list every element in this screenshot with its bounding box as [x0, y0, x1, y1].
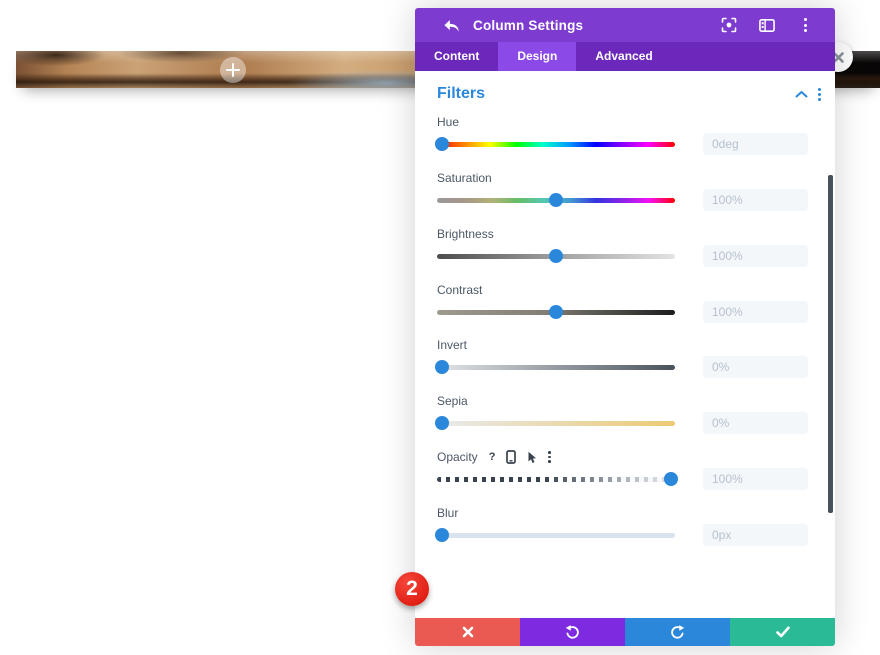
sepia-slider-knob[interactable]: [435, 416, 449, 430]
brightness-label: Brightness: [437, 227, 494, 241]
contrast-slider[interactable]: [437, 305, 675, 319]
hue-slider[interactable]: [435, 137, 675, 151]
opacity-slider-track[interactable]: [437, 477, 675, 482]
filter-row-hue: Hue 0deg: [435, 115, 810, 165]
filters-section-header[interactable]: Filters: [437, 85, 821, 103]
opacity-option-icons: ?: [488, 450, 552, 464]
invert-input[interactable]: 0%: [703, 356, 808, 378]
hover-cursor-icon[interactable]: [527, 450, 537, 464]
x-icon: [462, 626, 473, 638]
hue-input[interactable]: 0deg: [703, 133, 808, 155]
filters-section-title: Filters: [437, 85, 486, 102]
filters-section-icons: [795, 87, 821, 101]
filter-row-opacity: Opacity ?: [437, 450, 810, 500]
settings-tabbar: Content Design Advanced: [415, 42, 835, 71]
invert-slider-knob[interactable]: [435, 360, 449, 374]
filter-row-blur: Blur 0px: [435, 506, 810, 556]
redo-button[interactable]: [625, 618, 730, 646]
filter-row-invert: Invert 0%: [435, 338, 810, 388]
header-icon-group: [721, 17, 821, 33]
blur-label: Blur: [437, 506, 459, 520]
tab-content[interactable]: Content: [434, 49, 480, 63]
opacity-input[interactable]: 100%: [703, 468, 808, 490]
redo-icon: [671, 624, 685, 639]
opacity-label: Opacity: [437, 450, 478, 464]
back-icon[interactable]: [443, 16, 461, 34]
add-section-button[interactable]: [220, 57, 246, 83]
panel-header: Column Settings: [415, 8, 835, 42]
panel-title: Column Settings: [473, 17, 584, 33]
invert-slider-track[interactable]: [437, 365, 675, 370]
brightness-input[interactable]: 100%: [703, 245, 808, 267]
step-2-badge: 2: [395, 572, 429, 606]
tab-advanced[interactable]: Advanced: [595, 49, 653, 63]
undo-icon: [565, 624, 579, 639]
brightness-slider-knob[interactable]: [549, 249, 563, 263]
saturation-input[interactable]: 100%: [703, 189, 808, 211]
undo-button[interactable]: [520, 618, 625, 646]
check-icon: [775, 626, 790, 638]
saturation-label: Saturation: [437, 171, 492, 185]
panel-footer: [415, 618, 835, 646]
tab-design[interactable]: Design: [498, 42, 577, 71]
hue-label: Hue: [437, 115, 460, 129]
brightness-slider[interactable]: [437, 249, 675, 263]
hue-slider-knob[interactable]: [435, 137, 449, 151]
contrast-slider-knob[interactable]: [549, 305, 563, 319]
section-options-icon[interactable]: [818, 87, 821, 101]
contrast-input[interactable]: 100%: [703, 301, 808, 323]
options-kebab-icon[interactable]: [548, 450, 552, 464]
invert-slider[interactable]: [435, 360, 675, 374]
contrast-label: Contrast: [437, 283, 483, 297]
filter-row-contrast: Contrast 100%: [437, 283, 810, 333]
filter-row-brightness: Brightness 100%: [437, 227, 810, 277]
sepia-slider-track[interactable]: [437, 421, 675, 426]
saturation-slider-knob[interactable]: [549, 193, 563, 207]
blur-slider-knob[interactable]: [435, 528, 449, 542]
filter-row-sepia: Sepia 0%: [435, 394, 810, 444]
filter-row-saturation: Saturation 100%: [437, 171, 810, 221]
panel-position-icon[interactable]: [759, 17, 775, 33]
invert-label: Invert: [437, 338, 468, 352]
opacity-slider[interactable]: [437, 472, 678, 486]
sepia-slider[interactable]: [435, 416, 675, 430]
save-button[interactable]: [730, 618, 835, 646]
help-icon[interactable]: ?: [488, 451, 496, 463]
panel-body: Filters Hue 0deg Saturation: [415, 71, 835, 618]
more-options-icon[interactable]: [797, 17, 813, 33]
preview-icon[interactable]: [721, 17, 737, 33]
blur-slider[interactable]: [435, 528, 675, 542]
opacity-slider-knob[interactable]: [664, 472, 678, 486]
sepia-input[interactable]: 0%: [703, 412, 808, 434]
sepia-label: Sepia: [437, 394, 468, 408]
cancel-button[interactable]: [415, 618, 520, 646]
responsive-phone-icon[interactable]: [506, 450, 517, 464]
collapse-chevron-icon[interactable]: [795, 90, 808, 99]
column-settings-panel: Column Settings: [415, 8, 835, 646]
blur-input[interactable]: 0px: [703, 524, 808, 546]
saturation-slider[interactable]: [437, 193, 675, 207]
blur-slider-track[interactable]: [437, 533, 675, 538]
hue-slider-track[interactable]: [437, 142, 675, 147]
panel-scrollbar[interactable]: [828, 175, 833, 513]
